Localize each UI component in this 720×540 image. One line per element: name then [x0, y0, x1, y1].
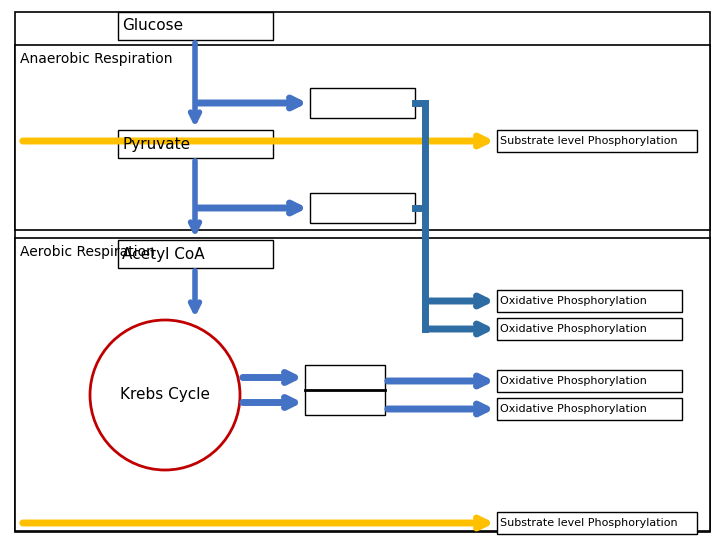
- Text: Pyruvate: Pyruvate: [122, 137, 190, 152]
- Bar: [118, 12, 273, 40]
- Bar: [15, 45, 710, 230]
- Bar: [310, 88, 415, 118]
- Bar: [497, 512, 697, 534]
- Text: Anaerobic Respiration: Anaerobic Respiration: [20, 52, 173, 66]
- Bar: [310, 193, 415, 223]
- Bar: [497, 370, 682, 392]
- Circle shape: [90, 320, 240, 470]
- Bar: [497, 130, 697, 152]
- Bar: [118, 240, 273, 268]
- Text: Oxidative Phosphorylation: Oxidative Phosphorylation: [500, 376, 647, 386]
- Text: Aerobic Respiration: Aerobic Respiration: [20, 245, 155, 259]
- Bar: [497, 318, 682, 340]
- Text: Glucose: Glucose: [122, 18, 183, 33]
- Bar: [118, 130, 273, 158]
- Bar: [15, 238, 710, 531]
- Bar: [497, 398, 682, 420]
- Bar: [497, 290, 682, 312]
- Text: Acetyl CoA: Acetyl CoA: [122, 246, 204, 261]
- Text: Oxidative Phosphorylation: Oxidative Phosphorylation: [500, 296, 647, 306]
- Text: Oxidative Phosphorylation: Oxidative Phosphorylation: [500, 404, 647, 414]
- Text: Substrate level Phosphorylation: Substrate level Phosphorylation: [500, 518, 678, 528]
- Text: Oxidative Phosphorylation: Oxidative Phosphorylation: [500, 324, 647, 334]
- Text: Krebs Cycle: Krebs Cycle: [120, 388, 210, 402]
- Text: Substrate level Phosphorylation: Substrate level Phosphorylation: [500, 136, 678, 146]
- Bar: [305, 365, 385, 415]
